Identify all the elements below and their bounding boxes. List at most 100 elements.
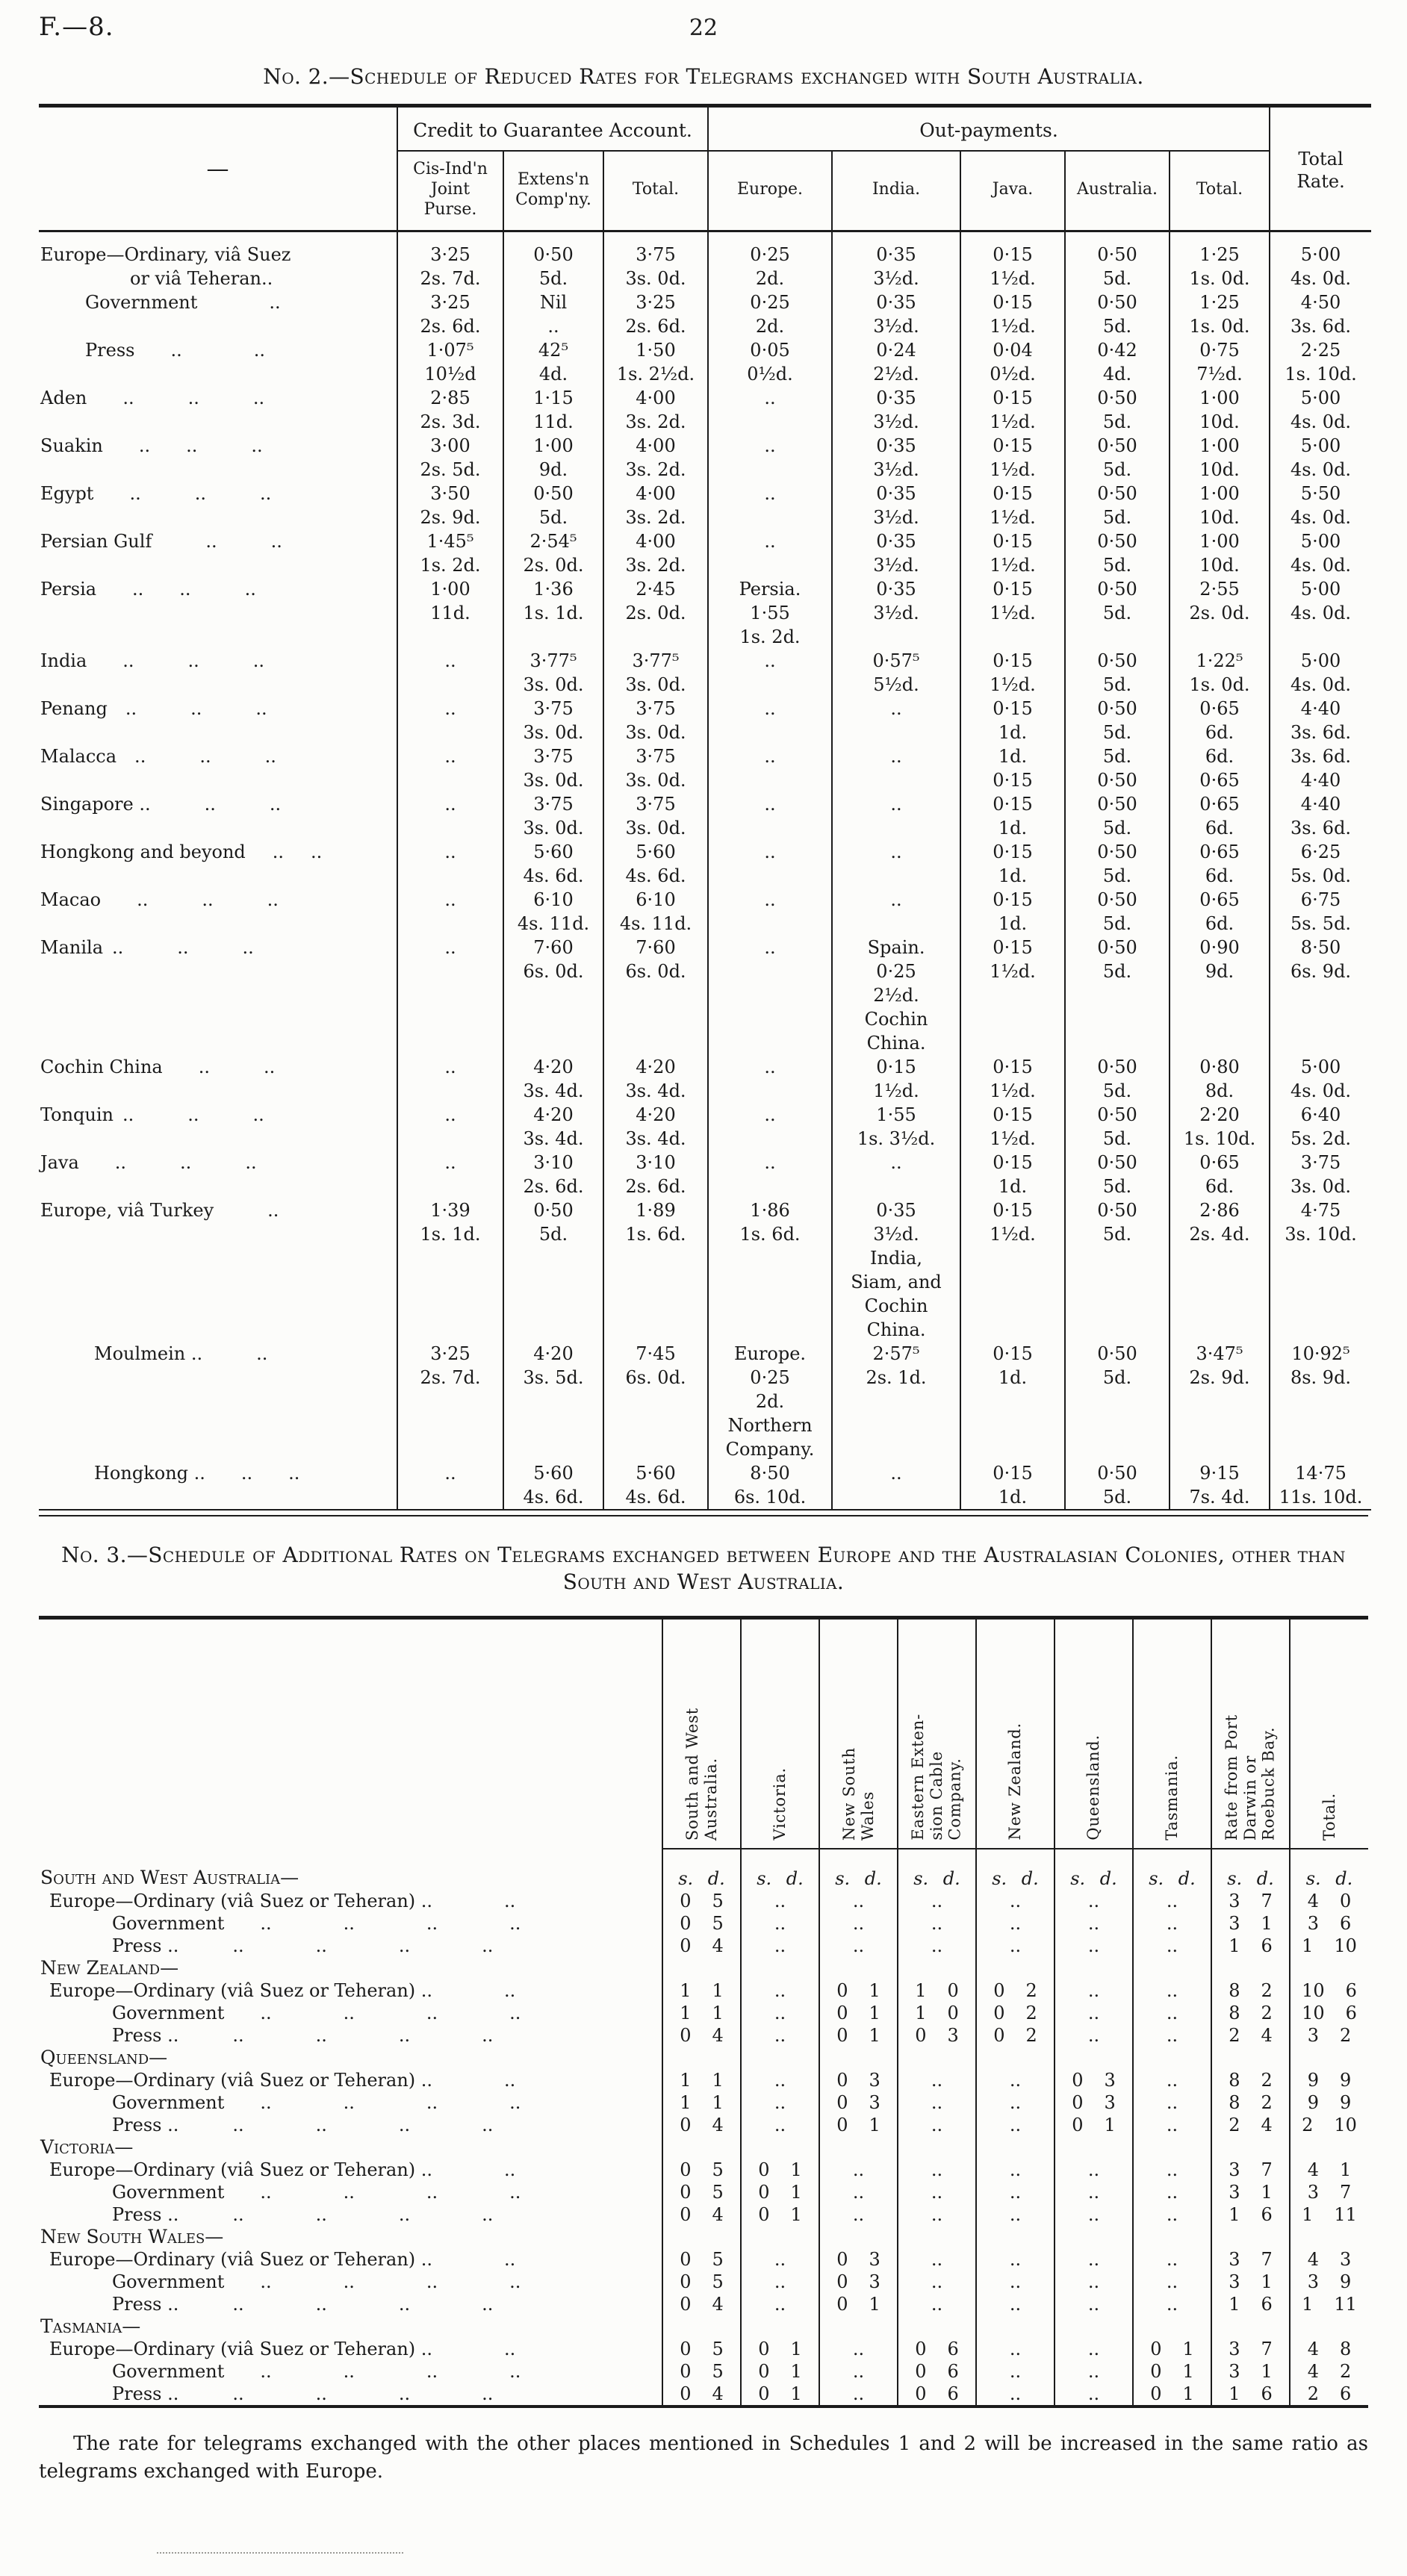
rotated-column-header: Total. [1289, 1617, 1368, 1849]
cell: .. [975, 2091, 1055, 2114]
cell [1211, 2135, 1290, 2159]
rotated-column-header: Eastern Exten- sion Cable Company. [897, 1617, 976, 1849]
cell: .. [897, 2247, 976, 2271]
cell: 0·15 1d. [960, 888, 1066, 936]
cell: 3·25 2s. 7d. [397, 1342, 503, 1461]
table-row: Hongkong .. .. .... 5·60 4s. 6d. 5·60 4s. … [39, 1461, 1372, 1510]
table-row: India .. .. .... 3·77⁵ 3s. 0d. 3·77⁵ 3s. 0… [39, 649, 1372, 697]
cell [1211, 1956, 1290, 1979]
cell: 0·50 5d. [1064, 1342, 1170, 1461]
cell: .. [975, 2337, 1055, 2360]
cell: 0 4 [662, 2382, 741, 2407]
cell: 0 5 [662, 1889, 741, 1912]
column-header: Total. [1169, 151, 1270, 231]
row-label: Government .. .. .. .. [40, 1912, 521, 1934]
cell: .. [707, 936, 833, 1055]
cell [1289, 2046, 1368, 2069]
cell: 8 2 [1211, 2068, 1290, 2091]
table-row: Government .. .. .. .. 1 1.. 0 3.... 0 3.. 8… [39, 2091, 1368, 2114]
cell: .. [740, 1979, 819, 2002]
row-label: Hongkong and beyond .. .. [40, 841, 323, 862]
cell: .. [897, 2158, 976, 2181]
rotated-column-header: New South Wales [819, 1617, 898, 1849]
group-label: Victoria— [40, 2135, 134, 2158]
cell: 1·00 9d. [503, 434, 603, 482]
cell: 0·50 5d. [1064, 386, 1170, 434]
rotated-column-header: Tasmania. [1132, 1617, 1211, 1849]
cell [740, 2046, 819, 2069]
cell: 0 3 [819, 2068, 898, 2091]
cell: 0·50 5d. [1064, 231, 1170, 290]
cell [1054, 2046, 1133, 2069]
row-label: Manila .. .. .. [40, 937, 254, 958]
row-label: Europe—Ordinary (viâ Suez or Teheran) ..… [40, 2069, 516, 2091]
table-row: Europe—Ordinary (viâ Suez or Teheran) ..… [39, 2247, 1368, 2271]
cell: 3·75 3s. 0d. [602, 744, 709, 792]
cell: 0·15 1½d. [831, 1055, 961, 1103]
cell: 4 1 [1289, 2158, 1368, 2181]
cell: .. [819, 2203, 898, 2226]
cell: .. [1054, 1911, 1133, 1935]
cell [662, 2225, 741, 2248]
cell [1054, 2135, 1133, 2159]
cell: Nil .. [503, 290, 603, 338]
rotated-label: New Zealand. [1006, 1723, 1025, 1841]
cell: 0·65 6d. [1169, 792, 1270, 840]
sd-header-cell: s. d. [1211, 1848, 1290, 1890]
row-label: Press .. .. .. .. .. [40, 2383, 494, 2404]
cell: 1·00 10d. [1169, 434, 1270, 482]
cell: .. [975, 2382, 1055, 2407]
cell: 5·60 4s. 6d. [503, 840, 603, 888]
group-label: New South Wales— [40, 2225, 224, 2247]
row-label: Europe—Ordinary (viâ Suez or Teheran) ..… [40, 2338, 516, 2359]
row-label: Government .. .. .. .. [40, 2002, 521, 2023]
cell: .. [831, 744, 961, 792]
cell: 2·85 2s. 3d. [397, 386, 503, 434]
cell: 3s. 6d. 4·40 [1269, 744, 1372, 792]
cell: 0·50 5d. [1064, 1461, 1170, 1510]
total-rate-header: Total Rate. [1269, 105, 1372, 231]
table-row: Europe, viâ Turkey .. 1·39 1s. 1d. 0·50 5d… [39, 1198, 1372, 1342]
cell: 8 2 [1211, 2091, 1290, 2114]
cell: .. [897, 2270, 976, 2293]
cell: 0·50 5d. [1064, 1198, 1170, 1342]
cell [740, 2135, 819, 2159]
column-header: Cis-Ind'n Joint Purse. [397, 151, 503, 231]
cell: 0·50 5d. [1064, 840, 1170, 888]
row-label: Europe—Ordinary (viâ Suez or Teheran) ..… [40, 1890, 516, 1911]
cell: .. [1054, 2203, 1133, 2226]
table-row: Persia .. .. .. 1·00 11d. 1·36 1s. 1d. 2·45… [39, 577, 1372, 649]
cell [740, 2225, 819, 2248]
rotated-column-header: Victoria. [740, 1617, 819, 1849]
cell: .. [1132, 2292, 1211, 2315]
cell [1289, 2135, 1368, 2159]
cell: 0·15 1½d. [960, 936, 1066, 1055]
cell: 0·15 1½d. [960, 290, 1066, 338]
cell: .. [1054, 2292, 1133, 2315]
sd-header-cell: s. d. [897, 1848, 976, 1890]
cell: 3 1 [1211, 2180, 1290, 2203]
cell: 1·45⁵ 1s. 2d. [397, 529, 503, 577]
cell: .. [897, 1889, 976, 1912]
cell [1132, 2135, 1211, 2159]
cell: 4 8 [1289, 2337, 1368, 2360]
cell: 6·25 5s. 0d. [1269, 840, 1372, 888]
cell: 1 6 [1211, 2203, 1290, 2226]
cell: .. [897, 1911, 976, 1935]
table-row: Europe—Ordinary, viâ Suez or viâ Teheran… [39, 231, 1372, 290]
cell: 0·15 1½d. [960, 1198, 1066, 1342]
cell: 5·50 4s. 0d. [1269, 482, 1372, 529]
cell: 0·57⁵ 5½d. [831, 649, 961, 697]
cell: 2·20 1s. 10d. [1169, 1103, 1270, 1151]
cell: .. [740, 2247, 819, 2271]
table-row: Egypt .. .. .. 3·50 2s. 9d. 0·50 5d. 4·00 3… [39, 482, 1372, 529]
stub-dash-cell: — [206, 155, 229, 182]
cell: 3·75 3s. 0d. [503, 697, 603, 744]
cell: 3 7 [1289, 2180, 1368, 2203]
cell: .. [707, 744, 833, 792]
scan-artifact-line [157, 2552, 403, 2554]
sd-header-cell: s. d. [1132, 1848, 1211, 1890]
